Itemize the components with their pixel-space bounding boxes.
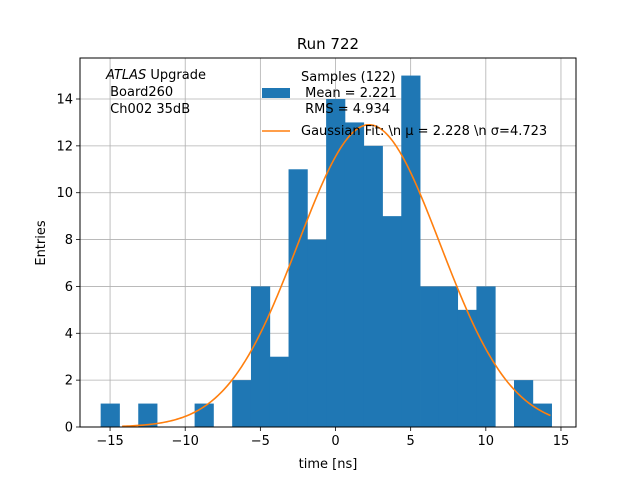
histogram-bar: [307, 239, 327, 427]
y-tick-label: 10: [56, 186, 73, 201]
fit-layer: [122, 123, 551, 428]
histogram-bar: [138, 403, 158, 427]
histogram-bar: [420, 286, 440, 427]
axis-ticks: −15 −10 −5 0 5 10 15 0 2 4 6 8 10 12 14: [56, 93, 569, 450]
histogram-bar: [232, 380, 252, 427]
histogram-bar: [250, 286, 271, 427]
legend-fit-label: Gaussian Fit: \n μ = 2.228 \n σ=4.723: [301, 124, 547, 139]
annotation-channel: Ch002 35dB: [106, 102, 190, 117]
histogram-bar: [326, 99, 346, 427]
legend: Samples (122) Mean = 2.221 RMS = 4.934 G…: [262, 70, 547, 139]
annotation-experiment-rest: Upgrade: [146, 68, 206, 83]
x-axis-label: time [ns]: [299, 457, 358, 472]
y-tick-label: 14: [56, 93, 73, 108]
x-tick-label: 15: [553, 434, 570, 449]
y-tick-label: 0: [65, 421, 73, 436]
legend-samples-label: Samples (122): [301, 70, 396, 85]
histogram-bar: [288, 169, 308, 428]
y-tick-label: 6: [65, 280, 73, 295]
x-tick-label: −10: [171, 434, 198, 449]
x-tick-label: −5: [251, 434, 270, 449]
y-tick-label: 4: [65, 327, 73, 342]
plot-frame: [79, 57, 577, 428]
gaussian-fit-curve: [122, 123, 551, 428]
histogram-bar: [344, 122, 365, 427]
histogram-bar: [514, 380, 534, 427]
x-tick-label: 10: [478, 434, 495, 449]
legend-bar-swatch: [262, 88, 290, 98]
chart-title: Run 722: [297, 35, 359, 53]
x-tick-label: 5: [407, 434, 415, 449]
histogram-bar: [363, 145, 383, 427]
x-tick-label: 0: [331, 434, 339, 449]
histogram-bars: [100, 75, 552, 428]
atlas-annotation: ATLAS Upgrade Board260 Ch002 35dB: [105, 68, 206, 117]
histogram-bar: [438, 286, 459, 427]
y-tick-label: 2: [65, 374, 73, 389]
annotation-board: Board260: [106, 85, 173, 100]
histogram-bar: [269, 356, 289, 427]
y-axis-label: Entries: [34, 220, 49, 266]
y-tick-label: 8: [65, 233, 73, 248]
histogram-bar: [382, 216, 402, 427]
histogram-bar: [476, 286, 496, 427]
annotation-experiment-italic: ATLAS: [105, 68, 146, 83]
histogram-bar: [100, 403, 120, 427]
y-tick-label: 12: [56, 139, 73, 154]
annotation-experiment: ATLAS Upgrade: [105, 68, 206, 83]
x-tick-label: −15: [96, 434, 123, 449]
legend-mean-label: Mean = 2.221: [301, 86, 397, 101]
legend-rms-label: RMS = 4.934: [301, 102, 390, 117]
histogram-bar: [457, 309, 477, 427]
